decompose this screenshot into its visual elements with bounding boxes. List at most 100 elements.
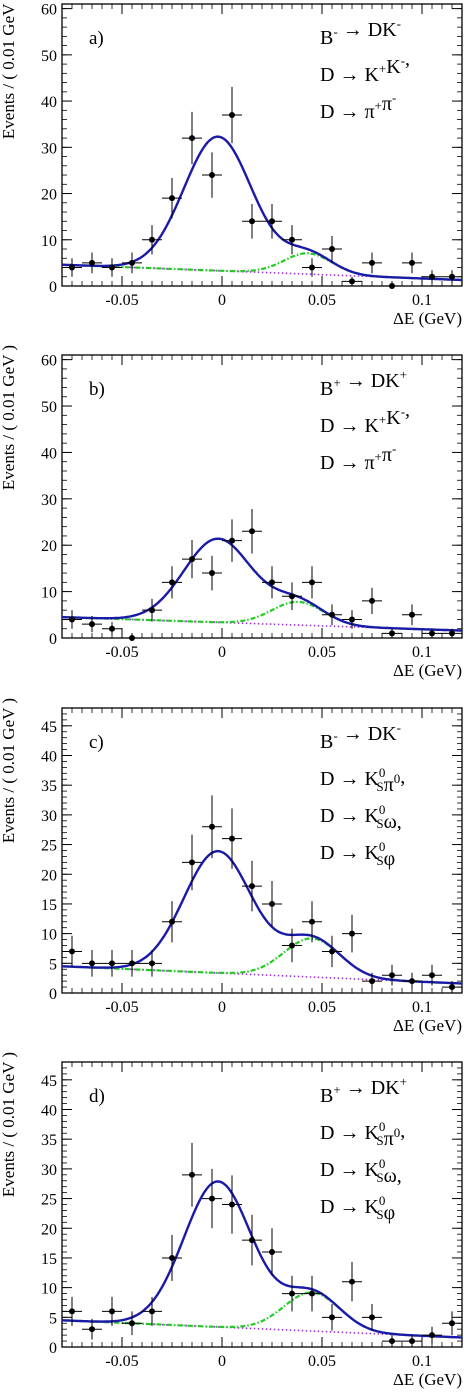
x-axis-label: ΔE (GeV)	[393, 1016, 462, 1035]
data-point	[422, 270, 442, 284]
annotation-segment: K	[386, 407, 401, 429]
annotation-segment: -	[401, 404, 405, 419]
data-point	[62, 258, 82, 277]
y-axis-label: Events / ( 0.01 GeV )	[0, 1052, 18, 1197]
x-tick-label: -0.05	[105, 644, 138, 661]
y-tick-label: 15	[41, 1251, 57, 1268]
data-marker	[149, 960, 155, 967]
annotation-segment: ,	[400, 766, 405, 788]
panel-label: d)	[89, 1086, 105, 1107]
data-point	[362, 252, 382, 274]
data-marker	[289, 236, 295, 243]
data-point	[162, 178, 182, 219]
data-marker	[389, 1338, 395, 1345]
data-point	[402, 1335, 422, 1347]
data-point	[122, 950, 142, 977]
data-point	[82, 616, 102, 633]
y-tick-label: 0	[49, 986, 57, 1003]
data-marker	[169, 1254, 175, 1261]
annotation-segment: S	[376, 1133, 383, 1148]
decay-annotation: D → K0 Sφ	[320, 1193, 395, 1224]
data-marker	[409, 259, 415, 266]
combinatorial-background-curve	[61, 965, 463, 985]
annotation-segment: D → K	[320, 768, 379, 790]
peaking-background-curve	[61, 1291, 463, 1339]
data-point	[342, 1261, 362, 1302]
data-marker	[409, 611, 415, 618]
data-point	[442, 981, 462, 993]
data-point	[322, 235, 342, 263]
data-point	[382, 1335, 402, 1347]
x-axis-label: ΔE (GeV)	[393, 661, 462, 680]
panel-2: -0.05 0 0.05 0.1 0 10 20 30 40 50 60 ΔE (GeV) Events…	[0, 345, 463, 680]
annotation-segment: D → K	[320, 805, 379, 827]
annotation-segment: 0	[379, 1156, 386, 1171]
y-tick-label: 30	[41, 1162, 57, 1179]
data-marker	[329, 611, 335, 618]
data-point	[322, 935, 342, 968]
data-marker	[389, 630, 395, 637]
data-marker	[269, 218, 275, 225]
data-marker	[289, 1290, 295, 1297]
data-marker	[429, 273, 435, 280]
data-marker	[429, 1332, 435, 1339]
y-tick-label: 10	[41, 927, 57, 944]
x-tick-label: 0.05	[308, 292, 336, 309]
annotation-segment: D → K	[320, 415, 379, 437]
y-tick-label: 20	[41, 187, 57, 204]
annotation-segment: D → π	[320, 101, 375, 123]
data-marker	[229, 835, 235, 842]
data-marker	[369, 597, 375, 604]
data-point	[222, 808, 242, 869]
data-marker	[209, 1195, 215, 1202]
data-marker	[189, 556, 195, 563]
data-point	[422, 964, 442, 986]
data-point	[162, 901, 182, 943]
data-marker	[89, 259, 95, 266]
panel-label: b)	[89, 379, 105, 400]
data-point	[82, 252, 102, 274]
x-tick-label: 0	[218, 1353, 226, 1370]
y-tick-label: 10	[41, 585, 57, 602]
data-marker	[89, 621, 95, 628]
data-marker	[229, 1201, 235, 1208]
annotation-segment: S	[376, 1170, 383, 1185]
annotation-segment: ω,	[384, 811, 402, 833]
data-marker	[249, 1237, 255, 1244]
data-marker	[429, 972, 435, 979]
data-point	[82, 950, 102, 977]
data-marker	[309, 918, 315, 925]
data-marker	[169, 918, 175, 925]
annotation-segment: D → K	[320, 1159, 379, 1181]
decay-annotation: B+ → DK+	[320, 367, 407, 400]
data-marker	[89, 960, 95, 967]
annotation-segment: → DK	[341, 1077, 400, 1099]
data-marker	[349, 278, 355, 285]
data-point	[222, 1175, 242, 1234]
data-marker	[309, 264, 315, 271]
decay-annotation: B- → DK-	[320, 720, 401, 753]
data-marker	[329, 948, 335, 955]
annotation-segment: +	[379, 412, 386, 427]
data-point	[162, 1234, 182, 1281]
y-tick-label: 60	[41, 353, 57, 370]
data-marker	[309, 579, 315, 586]
y-axis-label: Events / ( 0.01 GeV )	[0, 698, 18, 843]
data-point	[382, 964, 402, 986]
data-point	[422, 628, 442, 638]
annotation-segment: +	[379, 61, 386, 76]
data-point	[242, 1214, 262, 1266]
y-tick-label: 40	[41, 94, 57, 111]
data-point	[382, 281, 402, 289]
data-point	[222, 519, 242, 562]
data-point	[402, 972, 422, 990]
data-point	[282, 225, 302, 255]
data-point	[182, 111, 202, 165]
data-point	[302, 566, 322, 599]
decay-annotation: D → K+K-,	[320, 399, 410, 437]
annotation-segment: S	[376, 853, 383, 868]
y-tick-label: 50	[41, 48, 57, 65]
x-tick-label: 0.1	[412, 644, 432, 661]
data-marker	[449, 1320, 455, 1327]
